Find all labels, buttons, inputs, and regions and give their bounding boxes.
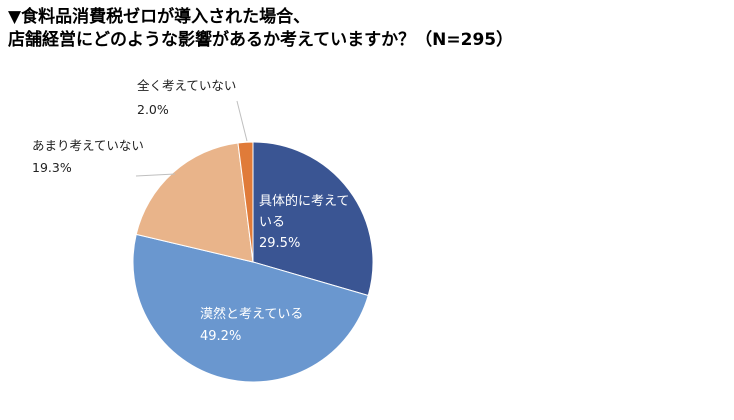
leader-line-4 [236,100,248,142]
pie-slice-3 [135,142,254,263]
chart-title: ▼食料品消費税ゼロが導入された場合、 店舗経営にどのような影響があるか考えていま… [8,6,728,52]
slice-category-label-3: あまり考えていない [32,138,144,153]
slice-value-label-1: 29.5% [259,236,300,251]
slice-category-label-2: 漠然と考えている [200,306,303,322]
pie-slice-1 [252,141,374,297]
leader-line-3 [135,173,176,177]
slice-value-label-2: 49.2% [200,329,241,344]
chart-title-line-2: 店舗経営にどのような影響があるか考えていますか？（N=295） [8,30,514,50]
slice-value-label-4: 2.0% [137,102,169,117]
slice-category-label-4: 全く考えていない [137,78,236,93]
chart-title-line-1: ▼食料品消費税ゼロが導入された場合、 [8,7,311,27]
slice-value-label-3: 19.3% [32,160,72,175]
pie-slice-2 [132,233,369,383]
pie-slice-4 [237,141,254,263]
slice-category-label-1: 具体的に考えて [259,193,349,209]
slice-category-label-1: いる [259,215,285,230]
